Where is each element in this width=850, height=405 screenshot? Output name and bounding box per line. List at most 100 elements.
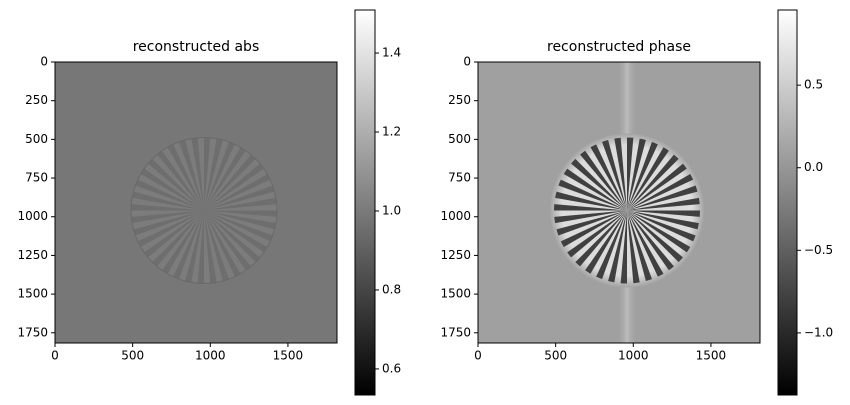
star-spoke bbox=[627, 163, 687, 211]
y-tick-label: 1750 bbox=[17, 325, 48, 339]
y-tick-label: 750 bbox=[448, 171, 471, 185]
x-tick-label: 0 bbox=[474, 349, 482, 363]
star-spoke bbox=[204, 210, 229, 282]
star-spoke bbox=[575, 210, 627, 267]
star-spoke bbox=[627, 210, 696, 242]
colorbar-tick-label: 0.6 bbox=[382, 361, 401, 375]
star-spoke bbox=[558, 179, 627, 211]
star-spoke bbox=[627, 210, 674, 271]
colorbar-tick-label: −1.0 bbox=[804, 325, 833, 339]
star-spoke bbox=[596, 210, 627, 280]
star-spoke bbox=[602, 139, 627, 211]
star-spoke bbox=[580, 150, 627, 211]
star-spoke bbox=[148, 158, 204, 211]
star-spoke bbox=[185, 210, 204, 283]
colorbar bbox=[777, 9, 798, 396]
star-spoke bbox=[627, 210, 691, 253]
star-spoke bbox=[204, 210, 217, 284]
star-spoke bbox=[608, 210, 627, 283]
x-tick-label: 1500 bbox=[696, 349, 727, 363]
chart-title: reconstructed phase bbox=[547, 39, 691, 55]
star-spoke bbox=[167, 144, 204, 211]
star-spoke bbox=[152, 210, 204, 267]
star-spoke bbox=[560, 210, 627, 247]
star-spoke bbox=[563, 168, 627, 211]
star-spoke bbox=[554, 210, 627, 224]
star-spoke bbox=[571, 158, 627, 211]
star-spoke bbox=[204, 210, 276, 230]
y-tick-label: 500 bbox=[25, 132, 48, 146]
star-spoke bbox=[191, 137, 204, 211]
y-tick-label: 0 bbox=[463, 55, 471, 69]
star-spoke bbox=[590, 144, 627, 211]
star-spoke bbox=[204, 210, 251, 271]
star-spoke bbox=[627, 141, 658, 211]
y-tick-label: 250 bbox=[448, 93, 471, 107]
star-spoke bbox=[140, 168, 204, 211]
colorbar-tick-label: 0.0 bbox=[804, 160, 823, 174]
star-spoke bbox=[204, 210, 273, 242]
x-tick-label: 1000 bbox=[618, 349, 649, 363]
star-spoke bbox=[204, 141, 235, 211]
axes-frame bbox=[54, 61, 338, 344]
star-spoke bbox=[179, 139, 204, 211]
star-spoke bbox=[620, 210, 627, 284]
star-spoke bbox=[627, 138, 646, 211]
star-spoke bbox=[133, 210, 204, 236]
star-spoke bbox=[627, 210, 683, 263]
star-spoke bbox=[144, 210, 204, 258]
star-spoke bbox=[627, 210, 699, 230]
star-spoke bbox=[627, 185, 698, 211]
y-tick-label: 1250 bbox=[440, 248, 471, 262]
image bbox=[478, 62, 760, 343]
star-spoke bbox=[173, 210, 204, 280]
x-tick-label: 500 bbox=[121, 349, 144, 363]
star-spoke bbox=[627, 137, 634, 211]
x-tick-label: 500 bbox=[544, 349, 567, 363]
colorbar bbox=[354, 9, 376, 396]
chart-title: reconstructed abs bbox=[133, 39, 260, 55]
y-tick-label: 1750 bbox=[440, 325, 471, 339]
star-spoke bbox=[204, 210, 241, 277]
star-spoke bbox=[135, 179, 204, 211]
star-spoke bbox=[131, 204, 204, 211]
colorbar-tick-label: −0.5 bbox=[804, 243, 833, 257]
y-tick-label: 1500 bbox=[17, 287, 48, 301]
star-spoke bbox=[627, 197, 700, 211]
star-spoke bbox=[204, 185, 275, 211]
star-spoke bbox=[204, 197, 277, 211]
star-spoke bbox=[204, 154, 256, 211]
star-spoke bbox=[554, 204, 627, 211]
star-spoke bbox=[627, 147, 669, 211]
star-spoke bbox=[204, 163, 264, 211]
image bbox=[55, 62, 337, 343]
y-tick-label: 1000 bbox=[440, 209, 471, 223]
x-tick-label: 1500 bbox=[273, 349, 304, 363]
star-spoke bbox=[204, 210, 268, 253]
x-tick-label: 0 bbox=[51, 349, 59, 363]
colorbar-tick-label: 1.2 bbox=[382, 125, 401, 139]
y-tick-label: 1000 bbox=[17, 209, 48, 223]
star-spoke bbox=[131, 210, 204, 224]
star-spoke bbox=[555, 191, 627, 211]
colorbar-tick-label: 1.4 bbox=[382, 46, 401, 60]
y-tick-label: 500 bbox=[448, 132, 471, 146]
star-spoke bbox=[627, 210, 652, 282]
y-tick-label: 0 bbox=[40, 55, 48, 69]
star-spoke bbox=[567, 210, 627, 258]
star-spoke bbox=[627, 210, 700, 217]
star-spoke bbox=[585, 210, 627, 274]
star-spoke bbox=[627, 210, 664, 277]
x-tick-label: 1000 bbox=[195, 349, 226, 363]
y-tick-label: 250 bbox=[25, 93, 48, 107]
star-spoke bbox=[162, 210, 204, 274]
y-tick-label: 1500 bbox=[440, 287, 471, 301]
star-spoke bbox=[627, 154, 679, 211]
star-spoke bbox=[204, 137, 211, 211]
star-spoke bbox=[627, 174, 694, 211]
star-spoke bbox=[204, 147, 246, 211]
star-spoke bbox=[204, 210, 277, 217]
star-spoke bbox=[204, 138, 223, 211]
colorbar-tick-label: 0.8 bbox=[382, 282, 401, 296]
colorbar-tick-label: 0.5 bbox=[804, 78, 823, 92]
